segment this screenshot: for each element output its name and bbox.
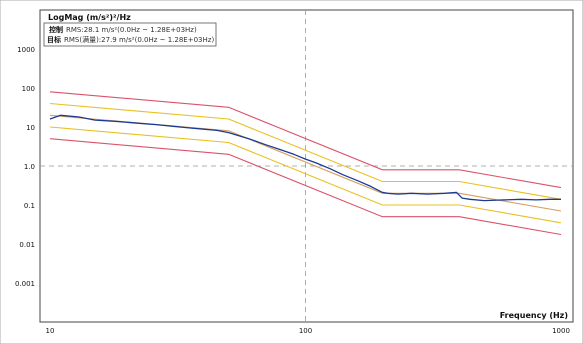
y-tick-label: 1.0 (24, 163, 35, 171)
legend-control-text: RMS:28.1 m/s²(0.0Hz ~ 1.28E+03Hz) (66, 26, 197, 34)
x-tick-label: 10 (46, 327, 55, 335)
alarm-lower-line (49, 126, 562, 224)
x-tick-label: 100 (299, 327, 312, 335)
abort-lower-line (49, 138, 562, 236)
legend-target-text: RMS(满量):27.9 m/s²(0.0Hz ~ 1.28E+03Hz) (64, 35, 214, 44)
control-series (49, 114, 561, 202)
legend-entry-control: 控制 RMS:28.1 m/s²(0.0Hz ~ 1.28E+03Hz) (49, 25, 197, 34)
legend-entry-target: 目标 RMS(满量):27.9 m/s²(0.0Hz ~ 1.28E+03Hz) (47, 35, 214, 44)
x-axis-label: Frequency (Hz) (500, 311, 568, 320)
x-tick-label: 1000 (552, 327, 570, 335)
legend: 控制 RMS:28.1 m/s²(0.0Hz ~ 1.28E+03Hz) 目标 RM… (43, 22, 217, 47)
legend-box (43, 22, 217, 47)
legend-control-name: 控制 (49, 25, 63, 34)
y-tick-label: 0.001 (15, 280, 35, 288)
y-tick-label: 100 (22, 85, 35, 93)
legend-target-name: 目标 (47, 35, 61, 44)
control-line (49, 114, 561, 202)
y-tick-label: 0.01 (19, 241, 35, 249)
grid (40, 10, 573, 322)
abort-upper-line (49, 91, 562, 189)
y-tick-label: 1000 (17, 46, 35, 54)
x-tick-labels: 10 100 1000 (46, 327, 570, 335)
y-tick-label: 0.1 (24, 202, 35, 210)
y-tick-labels: 1000 100 10 1.0 0.1 0.01 0.001 (15, 46, 35, 288)
alarm-upper-line (49, 102, 562, 200)
y-axis-label: LogMag (m/s²)²/Hz (48, 13, 131, 22)
y-tick-label: 10 (26, 124, 35, 132)
